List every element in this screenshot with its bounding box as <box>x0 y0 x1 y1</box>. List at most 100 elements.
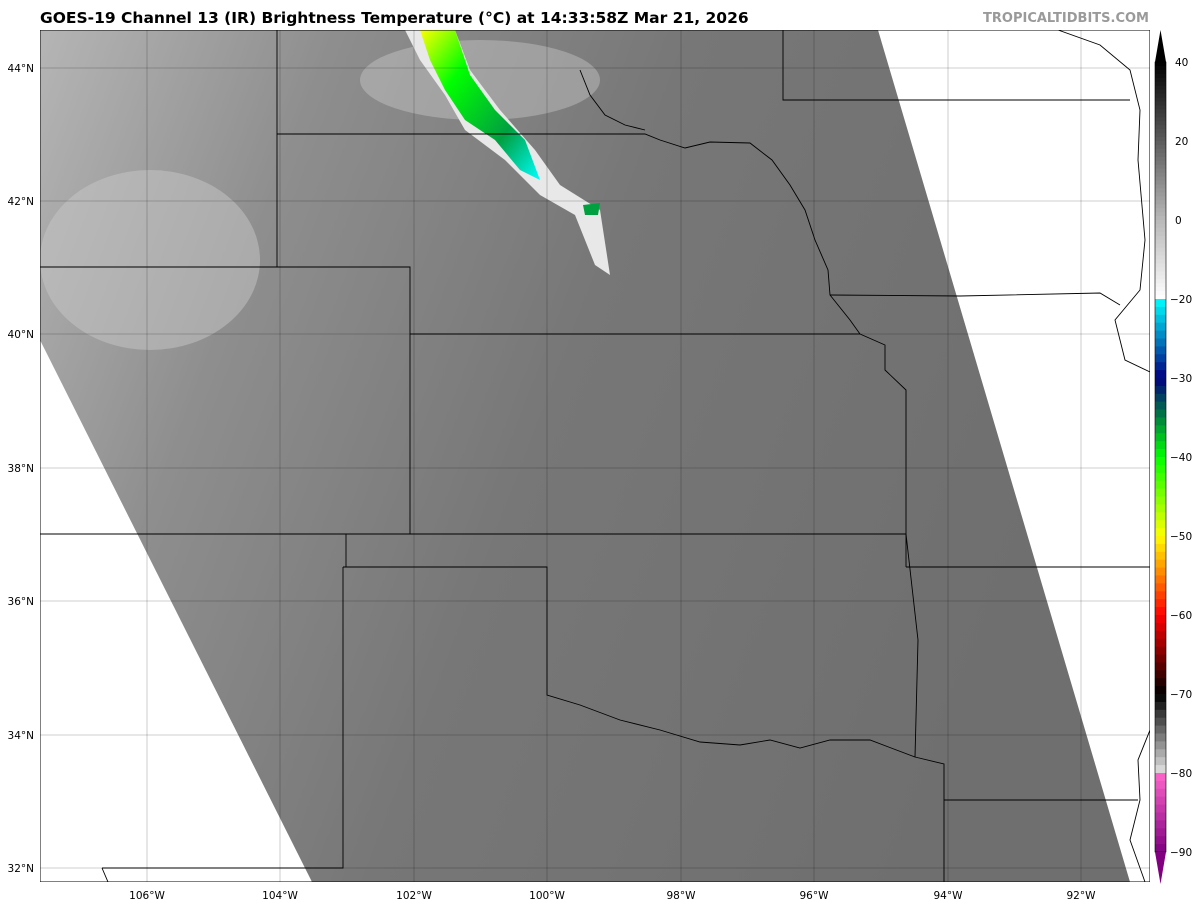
colorbar-segment <box>1155 231 1166 237</box>
colorbar-segment <box>1155 180 1166 185</box>
colorbar-segment <box>1155 299 1166 308</box>
colorbar-segment <box>1155 836 1166 845</box>
colorbar-segment <box>1155 630 1166 640</box>
colorbar-segment <box>1155 97 1166 102</box>
latitude-labels: 44°N 42°N 40°N 38°N 36°N 34°N 32°N <box>8 63 34 875</box>
state-borders <box>40 30 1150 882</box>
colorbar-segment <box>1155 591 1166 600</box>
colorbar-min-arrow <box>1155 852 1166 884</box>
graticule <box>40 30 1150 882</box>
colorbar-segment <box>1155 121 1166 126</box>
colorbar-segment <box>1155 567 1166 576</box>
colorbar-segment <box>1155 141 1166 146</box>
colorbar-segment <box>1155 504 1166 513</box>
colorbar-segment <box>1155 362 1166 371</box>
colorbar-segment <box>1155 81 1166 87</box>
colorbar-segment <box>1155 773 1166 782</box>
colorbar-segment <box>1155 646 1166 655</box>
colorbar-segment <box>1155 223 1166 229</box>
colorbar-segment <box>1155 192 1166 197</box>
colorbar-segment <box>1155 496 1166 505</box>
svg-text:98°W: 98°W <box>667 890 697 902</box>
colorbar-segment <box>1155 306 1166 316</box>
map-title: GOES-19 Channel 13 (IR) Brightness Tempe… <box>40 9 749 27</box>
colorbar-segment <box>1155 725 1166 734</box>
svg-text:100°W: 100°W <box>529 890 565 902</box>
colorbar-segment <box>1155 457 1166 466</box>
colorbar-segment <box>1155 259 1166 264</box>
longitude-labels: 106°W 104°W 102°W 100°W 98°W 96°W 94°W 9… <box>129 890 1096 902</box>
colorbar-segment <box>1155 449 1166 458</box>
brand-watermark: TROPICALTIDBITS.COM <box>983 11 1149 26</box>
colorbar-segment <box>1155 788 1166 798</box>
colorbar-segment <box>1155 480 1166 490</box>
colorbar-segment <box>1155 200 1166 205</box>
colorbar-segment <box>1155 156 1166 162</box>
colorbar-segment <box>1155 678 1166 687</box>
colorbar-segment <box>1155 125 1166 130</box>
colorbar-segment <box>1155 654 1166 663</box>
svg-text:20: 20 <box>1175 136 1188 148</box>
colorbar-segment <box>1155 148 1166 154</box>
svg-text:44°N: 44°N <box>8 63 34 75</box>
colorbar-max-arrow <box>1155 30 1166 62</box>
colorbar-segment <box>1155 172 1166 178</box>
colorbar-segment <box>1155 164 1166 170</box>
colorbar-segment <box>1155 73 1166 79</box>
colorbar-segment <box>1155 216 1166 221</box>
colorbar-segment <box>1155 188 1166 193</box>
svg-text:−30: −30 <box>1170 373 1192 385</box>
colorbar-segment <box>1155 622 1166 632</box>
colorbar-segment <box>1155 551 1166 561</box>
colorbar-segment <box>1155 338 1166 347</box>
colorbar-segment <box>1155 441 1166 450</box>
svg-text:−60: −60 <box>1170 610 1192 622</box>
colorbar-segment <box>1155 583 1166 592</box>
svg-text:40: 40 <box>1175 57 1188 69</box>
colorbar-segment <box>1155 105 1166 110</box>
colorbar-segment <box>1155 425 1166 434</box>
colorbar-segment <box>1155 536 1166 545</box>
colorbar-segment <box>1155 137 1166 142</box>
colorbar-segment <box>1155 243 1166 249</box>
colorbar-segment <box>1155 65 1166 71</box>
colorbar-segment <box>1155 62 1166 67</box>
colorbar: 40 20 0 −20 −30 −40 −50 −60 −70 −80 −90 <box>1154 30 1192 884</box>
colorbar-segment <box>1155 144 1166 150</box>
colorbar-segment <box>1155 385 1166 395</box>
colorbar-segment <box>1155 686 1166 695</box>
colorbar-segment <box>1155 314 1166 324</box>
colorbar-segment <box>1155 101 1166 106</box>
colorbar-segment <box>1155 828 1166 837</box>
colorbar-segment <box>1155 409 1166 418</box>
colorbar-segment <box>1155 279 1166 284</box>
svg-text:−90: −90 <box>1170 847 1192 859</box>
colorbar-segment <box>1155 235 1166 241</box>
colorbar-segment <box>1155 417 1166 426</box>
colorbar-segment <box>1155 401 1166 411</box>
colorbar-segment <box>1155 255 1166 260</box>
colorbar-segment <box>1155 559 1166 569</box>
colorbar-segment <box>1155 599 1166 608</box>
svg-text:−80: −80 <box>1170 768 1192 780</box>
colorbar-segment <box>1155 472 1166 482</box>
colorbar-segment <box>1155 77 1166 83</box>
colorbar-segment <box>1155 638 1166 648</box>
colorbar-segment <box>1155 113 1166 118</box>
colorbar-segment <box>1155 168 1166 174</box>
colorbar-segment <box>1155 220 1166 225</box>
svg-text:−50: −50 <box>1170 531 1192 543</box>
colorbar-segment <box>1155 251 1166 257</box>
svg-text:−40: −40 <box>1170 452 1192 464</box>
svg-text:36°N: 36°N <box>8 596 34 608</box>
colorbar-segment <box>1155 733 1166 742</box>
colorbar-segment <box>1155 488 1166 497</box>
colorbar-segment <box>1155 615 1166 624</box>
colorbar-segment <box>1155 85 1166 91</box>
colorbar-segment <box>1155 322 1166 332</box>
colorbar-segment <box>1155 512 1166 521</box>
colorbar-segment <box>1155 378 1166 387</box>
colorbar-segment <box>1155 749 1166 758</box>
colorbar-segment <box>1155 117 1166 122</box>
